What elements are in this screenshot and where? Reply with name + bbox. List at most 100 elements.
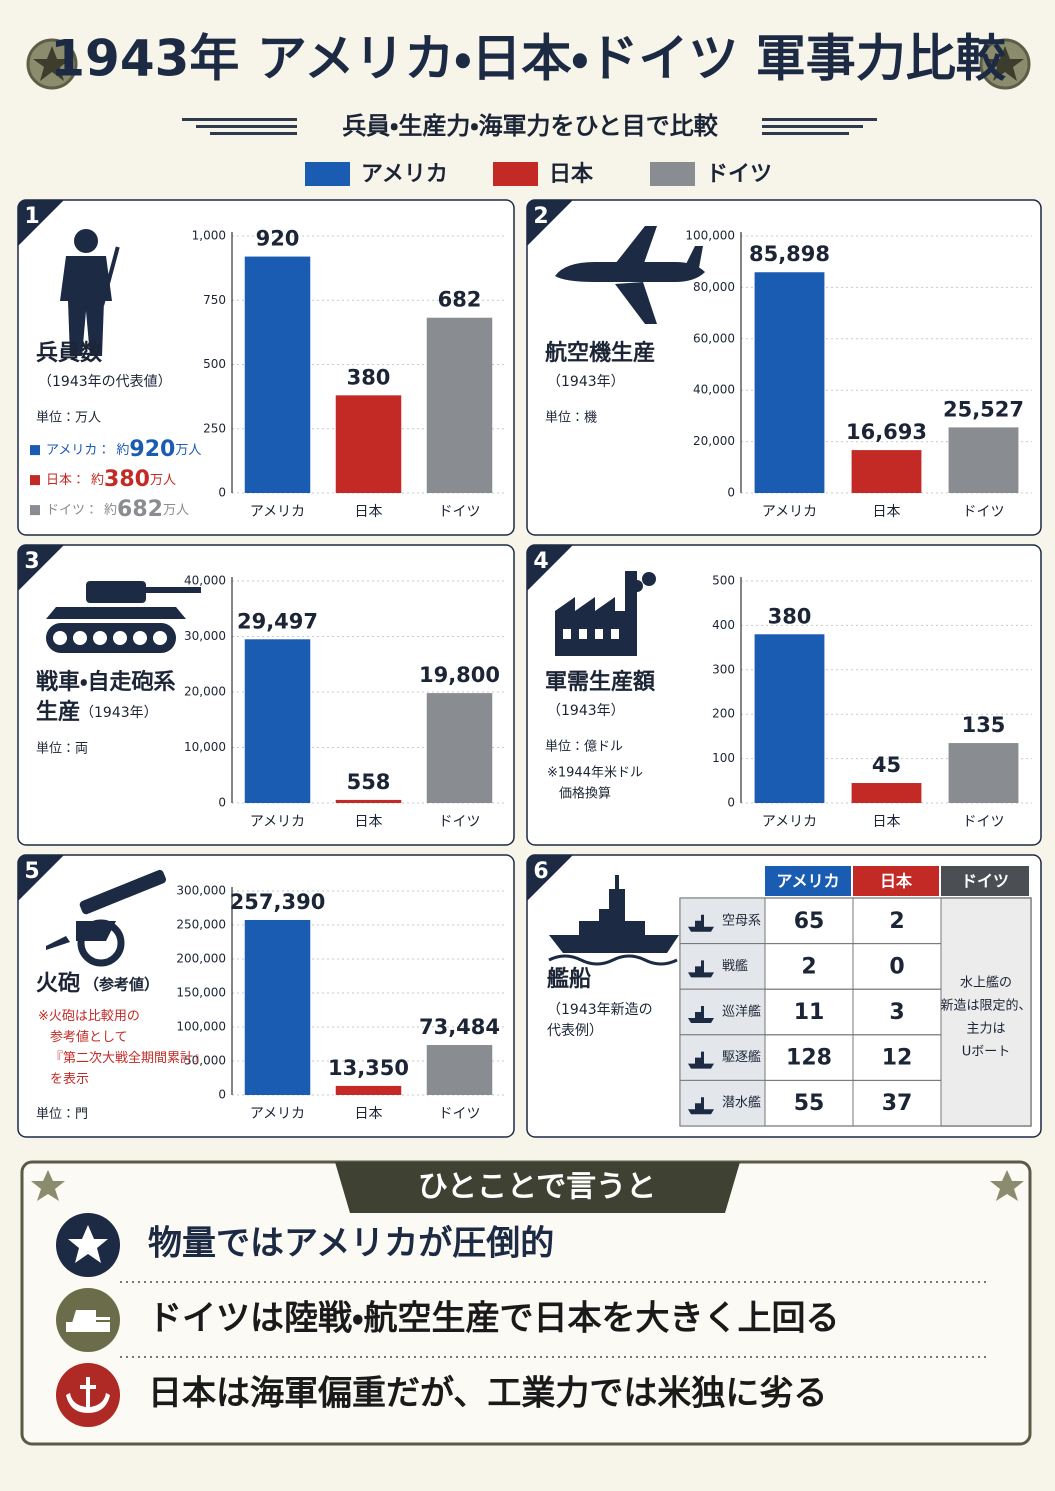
row-icon xyxy=(688,960,714,978)
panel-title: 軍需生産額 xyxy=(545,670,656,695)
value-note-category: 日本 xyxy=(46,473,72,488)
panel-number: 6 xyxy=(533,859,548,884)
page-title: 1943年 アメリカ・日本・ドイツ 軍事力比較 xyxy=(50,30,1006,88)
header-star-left xyxy=(26,38,78,90)
x-tick-label: ドイツ xyxy=(963,814,1005,830)
panel-number: 4 xyxy=(533,549,548,574)
table-header-cell xyxy=(853,866,939,896)
panel-title: 兵員数 xyxy=(36,340,103,366)
icon-part xyxy=(79,869,166,915)
icon-part xyxy=(86,581,146,603)
table-value: 11 xyxy=(794,1000,825,1025)
note-swatch xyxy=(30,475,40,486)
value-label: 13,350 xyxy=(328,1056,409,1080)
icon-part xyxy=(153,631,167,645)
x-tick-label: 日本 xyxy=(873,504,901,520)
legend-swatch xyxy=(650,162,695,186)
icon-part xyxy=(555,262,705,282)
y-tick-label: 250 xyxy=(203,421,226,435)
point-icon-star xyxy=(68,1225,108,1263)
icon-part xyxy=(563,629,571,639)
panel-number: 5 xyxy=(24,859,39,884)
panel-unit: 単位：万人 xyxy=(36,410,101,426)
panel-subtitle: （1943年の代表値） xyxy=(38,374,172,390)
table-value: 2 xyxy=(801,954,816,979)
value-label: 920 xyxy=(256,227,300,251)
panel-subtitle: （1943年新造の xyxy=(547,1002,653,1018)
icon-part xyxy=(631,580,643,592)
germany-note: 新造は限定的、 xyxy=(940,998,1031,1014)
value-note-value: 380 xyxy=(104,467,150,492)
panel-number: 1 xyxy=(24,204,39,229)
table-header: ドイツ xyxy=(961,872,1009,891)
bar xyxy=(426,693,493,803)
table-value: 65 xyxy=(794,909,825,934)
panel-title-text: 航空機生産 xyxy=(545,340,655,366)
value-label: 558 xyxy=(347,770,391,794)
bar xyxy=(426,317,493,493)
y-tick-label: 100 xyxy=(712,751,735,765)
value-note: 日本： 約380万人 xyxy=(46,467,176,492)
icon-part xyxy=(611,629,619,639)
bar xyxy=(948,743,1019,803)
x-tick-label: 日本 xyxy=(873,814,901,830)
icon-soldier xyxy=(60,229,120,356)
page-subtitle: 兵員・生産力・海軍力をひと目で比較 xyxy=(342,112,719,140)
icon-part xyxy=(113,631,127,645)
panel-title-text: 軍需生産額 xyxy=(545,670,656,695)
panel-title: 艦船 xyxy=(547,966,591,992)
legend-swatch xyxy=(305,162,350,186)
y-tick-label: 0 xyxy=(727,796,735,810)
value-note-prefix: 約 xyxy=(104,503,117,518)
y-tick-label: 10,000 xyxy=(184,740,226,754)
value-note-suffix: 万人 xyxy=(163,503,189,518)
header-star-right xyxy=(979,38,1031,90)
summary-point: ドイツは陸戦・航空生産で日本を大きく上回る xyxy=(148,1299,840,1339)
point-icon-anchor xyxy=(66,1377,110,1413)
value-note-value: 920 xyxy=(129,437,175,462)
value-label: 257,390 xyxy=(230,890,326,914)
value-note-suffix: 万人 xyxy=(150,473,176,488)
panel-title-line: 戦車・自走砲系 xyxy=(36,669,175,695)
table-value: 2 xyxy=(889,909,904,934)
bar xyxy=(335,799,402,803)
value-note: ドイツ： 約682万人 xyxy=(46,497,189,522)
bar xyxy=(426,1045,493,1095)
panel-note: ※火砲は比較用の xyxy=(38,1009,140,1024)
y-tick-label: 100,000 xyxy=(685,229,735,243)
y-tick-label: 0 xyxy=(727,486,735,500)
value-note: アメリカ： 約920万人 xyxy=(46,437,201,462)
table-value: 37 xyxy=(882,1091,913,1116)
panel-badge xyxy=(18,855,64,901)
value-label: 45 xyxy=(872,753,901,777)
panel-number: 2 xyxy=(533,204,548,229)
value-note-prefix: 約 xyxy=(116,443,129,458)
panel-title: 航空機生産 xyxy=(545,340,655,366)
value-label: 682 xyxy=(438,288,482,312)
table-cell xyxy=(852,1079,942,1127)
panel-note: を表示 xyxy=(50,1072,89,1087)
icon-cannon xyxy=(46,869,166,967)
y-tick-label: 0 xyxy=(218,1088,226,1102)
icon-part xyxy=(548,954,678,966)
icon-part xyxy=(73,631,87,645)
bar xyxy=(851,450,922,493)
y-tick-label: 200 xyxy=(712,707,735,721)
x-tick-label: アメリカ xyxy=(250,814,305,830)
icon-part xyxy=(46,607,186,619)
summary-point: 日本は海軍偏重だが、工業力では米独に劣る xyxy=(148,1374,827,1414)
germany-note: Uボート xyxy=(962,1045,1011,1060)
x-tick-label: ドイツ xyxy=(963,504,1005,520)
y-tick-label: 750 xyxy=(203,293,226,307)
bar xyxy=(335,1085,402,1095)
y-tick-label: 200,000 xyxy=(176,952,226,966)
row-label: 駆逐艦 xyxy=(722,1049,761,1065)
row-label-cell xyxy=(679,1079,766,1127)
table-value: 55 xyxy=(794,1091,825,1116)
panel-note: 価格換算 xyxy=(559,786,611,802)
panel-note: ※1944年米ドル xyxy=(547,766,643,781)
panel-title-text: 兵員数 xyxy=(36,340,103,366)
icon-part xyxy=(46,623,176,653)
legend-label: アメリカ xyxy=(361,162,448,187)
